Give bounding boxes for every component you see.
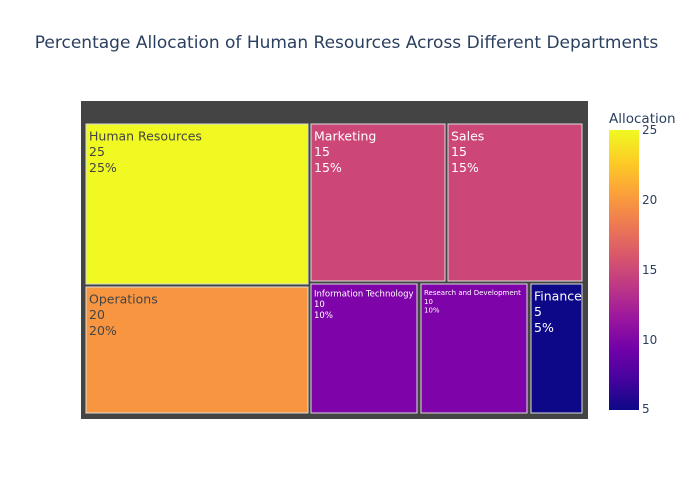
tile-value-label: 5 bbox=[534, 304, 542, 319]
colorbar-tick: 20 bbox=[642, 193, 658, 207]
tile-human-resources[interactable] bbox=[85, 123, 309, 285]
colorbar-gradient bbox=[609, 130, 639, 410]
colorbar-title: Allocation bbox=[609, 111, 676, 127]
tile-sales[interactable] bbox=[447, 123, 583, 282]
tile-name-label: Human Resources bbox=[89, 129, 202, 144]
tile-percent-label: 25% bbox=[89, 160, 117, 175]
tile-percent-label: 10% bbox=[314, 311, 333, 321]
tile-finance[interactable] bbox=[530, 283, 583, 414]
tile-value-label: 15 bbox=[451, 144, 467, 159]
tile-name-label: Operations bbox=[89, 292, 158, 307]
colorbar-tick: 25 bbox=[642, 123, 658, 137]
tile-value-label: 10 bbox=[424, 298, 433, 306]
tile-percent-label: 5% bbox=[534, 320, 554, 335]
tile-marketing[interactable] bbox=[310, 123, 446, 282]
tile-research-and-development[interactable] bbox=[420, 283, 528, 414]
colorbar-tick: 15 bbox=[642, 263, 658, 277]
colorbar bbox=[609, 130, 639, 410]
tile-percent-label: 15% bbox=[314, 160, 342, 175]
tile-value-label: 25 bbox=[89, 144, 105, 159]
tile-name-label: Information Technology bbox=[314, 290, 414, 300]
tile-value-label: 10 bbox=[314, 300, 325, 310]
tile-percent-label: 10% bbox=[424, 307, 440, 315]
tile-operations[interactable] bbox=[85, 286, 309, 414]
tile-value-label: 15 bbox=[314, 144, 330, 159]
chart-title: Percentage Allocation of Human Resources… bbox=[34, 33, 659, 53]
tile-information-technology[interactable] bbox=[310, 283, 418, 414]
tile-name-label: Finance bbox=[534, 289, 582, 304]
tile-value-label: 20 bbox=[89, 307, 105, 322]
colorbar-tick: 10 bbox=[642, 333, 658, 347]
colorbar-tick: 5 bbox=[642, 402, 650, 416]
tile-percent-label: 15% bbox=[451, 160, 479, 175]
tile-name-label: Sales bbox=[451, 129, 484, 144]
tile-percent-label: 20% bbox=[89, 323, 117, 338]
tile-name-label: Research and Development bbox=[424, 289, 521, 297]
tile-name-label: Marketing bbox=[314, 129, 376, 144]
